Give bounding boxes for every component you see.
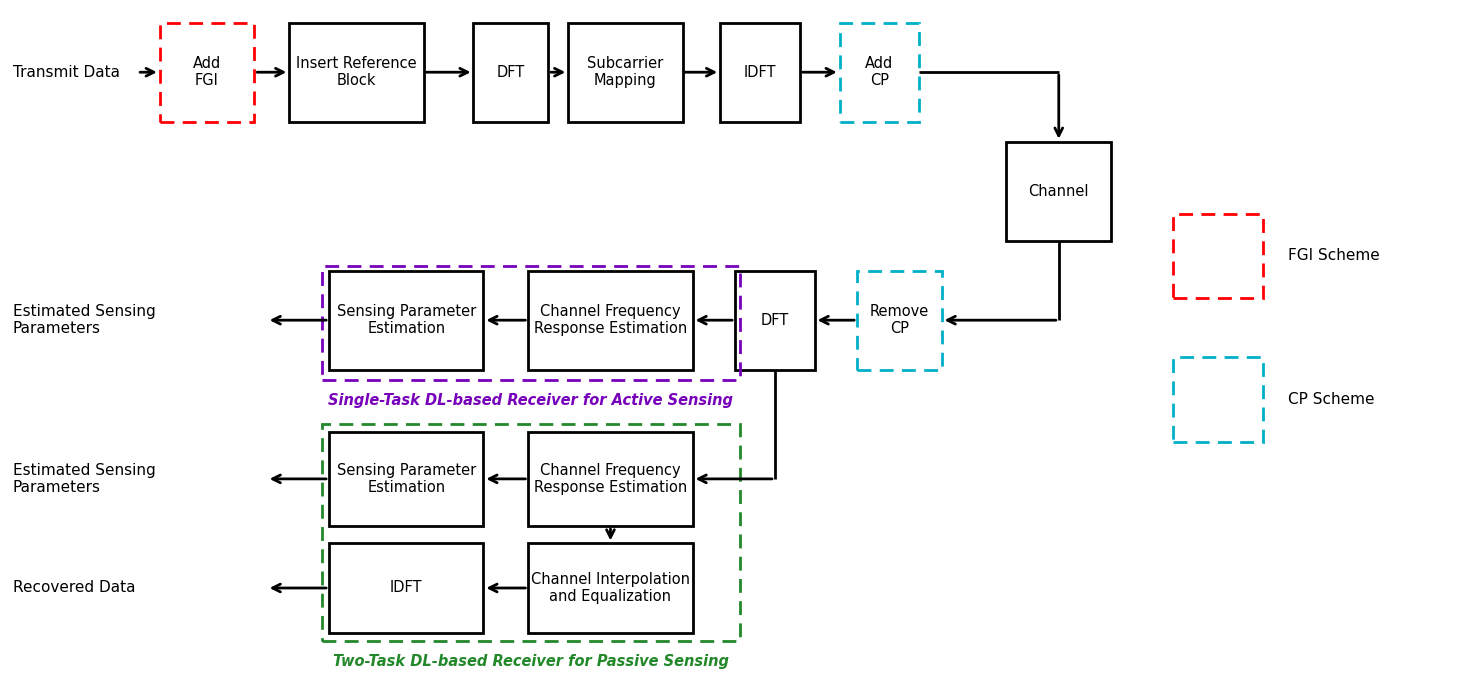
Text: Add
FGI: Add FGI	[193, 56, 221, 88]
Text: Estimated Sensing
Parameters: Estimated Sensing Parameters	[13, 304, 155, 336]
Text: Insert Reference
Block: Insert Reference Block	[296, 56, 417, 88]
FancyBboxPatch shape	[1173, 214, 1263, 298]
Text: Sensing Parameter
Estimation: Sensing Parameter Estimation	[337, 304, 476, 336]
Text: Subcarrier
Mapping: Subcarrier Mapping	[587, 56, 663, 88]
Text: Remove
CP: Remove CP	[870, 304, 930, 336]
Text: Channel: Channel	[1029, 184, 1089, 199]
FancyBboxPatch shape	[329, 271, 483, 370]
FancyBboxPatch shape	[568, 23, 682, 122]
FancyBboxPatch shape	[856, 271, 941, 370]
FancyBboxPatch shape	[1006, 142, 1111, 241]
Bar	[322, 266, 739, 379]
FancyBboxPatch shape	[529, 271, 692, 370]
Text: Channel Interpolation
and Equalization: Channel Interpolation and Equalization	[531, 572, 690, 604]
FancyBboxPatch shape	[529, 543, 692, 633]
Text: CP Scheme: CP Scheme	[1288, 392, 1375, 407]
FancyBboxPatch shape	[839, 23, 919, 122]
FancyBboxPatch shape	[290, 23, 423, 122]
FancyBboxPatch shape	[720, 23, 799, 122]
Text: Two-Task DL-based Receiver for Passive Sensing: Two-Task DL-based Receiver for Passive S…	[332, 654, 729, 669]
FancyBboxPatch shape	[160, 23, 255, 122]
Text: Add
CP: Add CP	[865, 56, 893, 88]
FancyBboxPatch shape	[473, 23, 548, 122]
Text: IDFT: IDFT	[744, 64, 776, 79]
Text: FGI Scheme: FGI Scheme	[1288, 248, 1379, 263]
Text: Channel Frequency
Response Estimation: Channel Frequency Response Estimation	[534, 462, 687, 495]
FancyBboxPatch shape	[329, 432, 483, 526]
Text: Transmit Data: Transmit Data	[13, 64, 120, 79]
Text: IDFT: IDFT	[389, 580, 423, 595]
Text: Channel Frequency
Response Estimation: Channel Frequency Response Estimation	[534, 304, 687, 336]
Text: Single-Task DL-based Receiver for Active Sensing: Single-Task DL-based Receiver for Active…	[328, 393, 733, 408]
Text: Recovered Data: Recovered Data	[13, 580, 135, 595]
FancyBboxPatch shape	[735, 271, 814, 370]
Bar	[322, 424, 739, 640]
Text: DFT: DFT	[496, 64, 526, 79]
Text: Sensing Parameter
Estimation: Sensing Parameter Estimation	[337, 462, 476, 495]
FancyBboxPatch shape	[1173, 358, 1263, 442]
Text: DFT: DFT	[761, 312, 789, 327]
FancyBboxPatch shape	[529, 432, 692, 526]
Text: Estimated Sensing
Parameters: Estimated Sensing Parameters	[13, 462, 155, 495]
FancyBboxPatch shape	[329, 543, 483, 633]
